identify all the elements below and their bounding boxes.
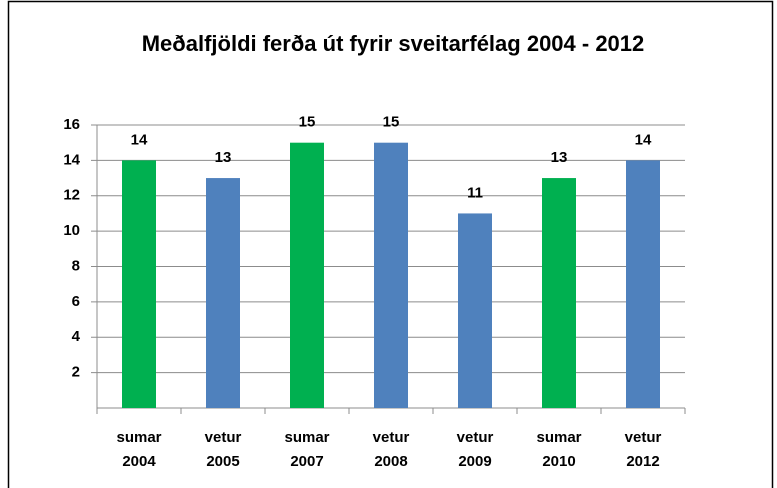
bar — [458, 213, 492, 408]
x-tick-label-line: sumar — [116, 429, 161, 446]
x-tick-label-line: 2012 — [626, 453, 659, 470]
x-tick-label-line: 2010 — [542, 453, 575, 470]
y-tick-label: 2 — [72, 364, 80, 381]
x-tick-label: vetur 2009 — [457, 429, 494, 470]
bar — [374, 142, 408, 408]
x-tick-label: sumar 2010 — [536, 429, 581, 470]
x-tick-label: vetur 2008 — [373, 429, 410, 470]
x-tick-label-line: vetur — [205, 429, 242, 446]
y-tick-label: 16 — [63, 116, 80, 133]
y-tick-label: 10 — [63, 222, 80, 239]
x-tick-label-line: vetur — [625, 429, 662, 446]
data-label: 11 — [467, 184, 483, 201]
x-tick-label-line: 2004 — [122, 453, 156, 470]
x-tick-label: sumar 2004 — [116, 429, 161, 470]
x-tick-label: sumar 2007 — [284, 429, 329, 470]
bar — [626, 160, 660, 408]
frame — [7, 0, 774, 488]
x-tick-label: vetur 2012 — [625, 429, 662, 470]
bar — [290, 142, 324, 408]
y-tick-label: 8 — [72, 257, 80, 274]
y-tick-label: 12 — [63, 187, 80, 204]
y-tick-label: 6 — [72, 293, 80, 310]
data-label: 15 — [299, 114, 316, 131]
bar — [122, 160, 156, 408]
x-tick-label-line: sumar — [284, 429, 329, 446]
x-tick-label-line: 2005 — [206, 453, 239, 470]
x-tick-label-line: vetur — [373, 429, 410, 446]
y-tick-label: 4 — [72, 328, 81, 345]
data-label: 15 — [383, 114, 400, 131]
x-tick-label-line: vetur — [457, 429, 494, 446]
data-label: 13 — [215, 149, 232, 166]
chart-title: Meðalfjöldi ferða út fyrir sveitarfélag … — [142, 31, 645, 56]
data-label: 13 — [551, 149, 568, 166]
x-tick-label-line: 2008 — [374, 453, 407, 470]
x-tick-label: vetur 2005 — [205, 429, 242, 470]
data-label: 14 — [131, 131, 148, 148]
bar — [542, 178, 576, 408]
data-label: 14 — [635, 131, 652, 148]
x-tick-label-line: 2009 — [458, 453, 491, 470]
y-tick-label: 14 — [63, 151, 80, 168]
x-tick-label-line: sumar — [536, 429, 581, 446]
bar — [206, 178, 240, 408]
x-tick-label-line: 2007 — [290, 453, 323, 470]
